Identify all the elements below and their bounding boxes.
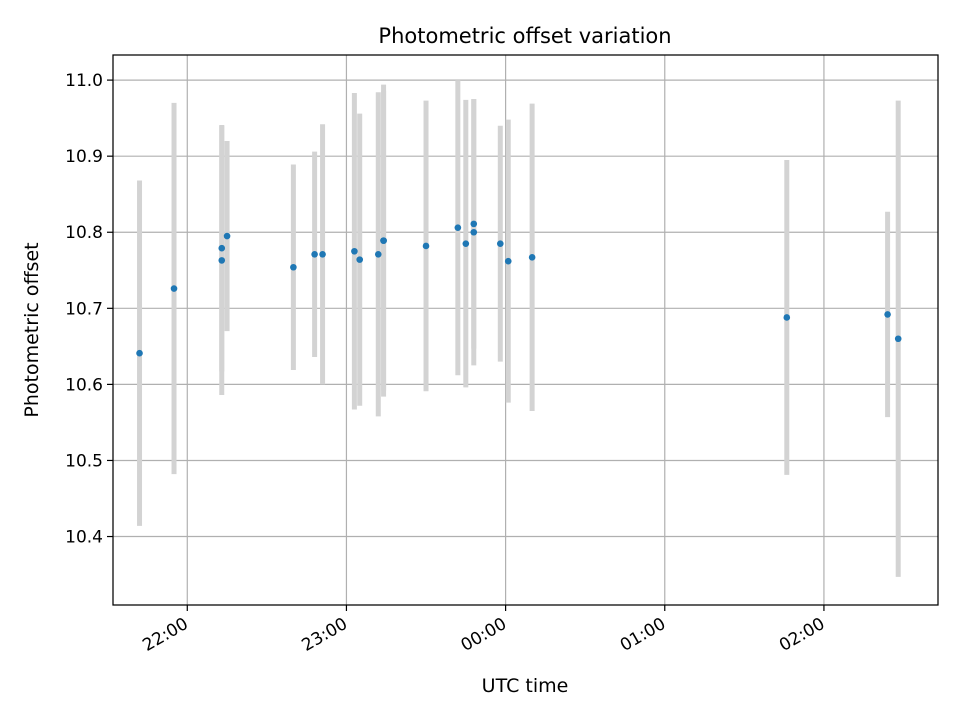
- y-axis-label: Photometric offset: [21, 242, 43, 417]
- data-point: [422, 242, 430, 250]
- data-point: [380, 237, 387, 244]
- data-point: [136, 349, 143, 357]
- data-point: [290, 263, 297, 271]
- data-point: [462, 240, 470, 247]
- x-axis-label: UTC time: [482, 675, 569, 697]
- data-point: [783, 314, 791, 321]
- chart-title: Photometric offset variation: [378, 24, 671, 48]
- data-points: [136, 220, 902, 357]
- data-point: [504, 257, 512, 265]
- data-point: [528, 254, 536, 261]
- y-tick-label: 10.8: [65, 223, 103, 243]
- y-tick-label: 10.6: [65, 375, 103, 395]
- data-point: [218, 257, 226, 264]
- y-tick-label: 11.0: [65, 71, 103, 91]
- data-point: [454, 224, 462, 231]
- data-point: [894, 335, 902, 343]
- data-point: [218, 244, 226, 252]
- data-point: [884, 311, 891, 318]
- data-point: [470, 228, 478, 236]
- data-point: [223, 232, 231, 240]
- data-point: [356, 256, 364, 263]
- data-point: [311, 251, 318, 258]
- y-tick-label: 10.5: [65, 451, 103, 471]
- data-point: [374, 251, 382, 258]
- plot-frame: [112, 54, 939, 606]
- data-point: [351, 247, 358, 255]
- grid-lines: [113, 55, 938, 605]
- y-tick-label: 10.4: [65, 528, 103, 548]
- y-tick-label: 10.7: [65, 299, 103, 319]
- data-point: [470, 220, 478, 228]
- y-tick-label: 10.9: [65, 147, 103, 167]
- data-point: [496, 240, 504, 247]
- data-point: [319, 251, 326, 258]
- data-point: [170, 285, 178, 292]
